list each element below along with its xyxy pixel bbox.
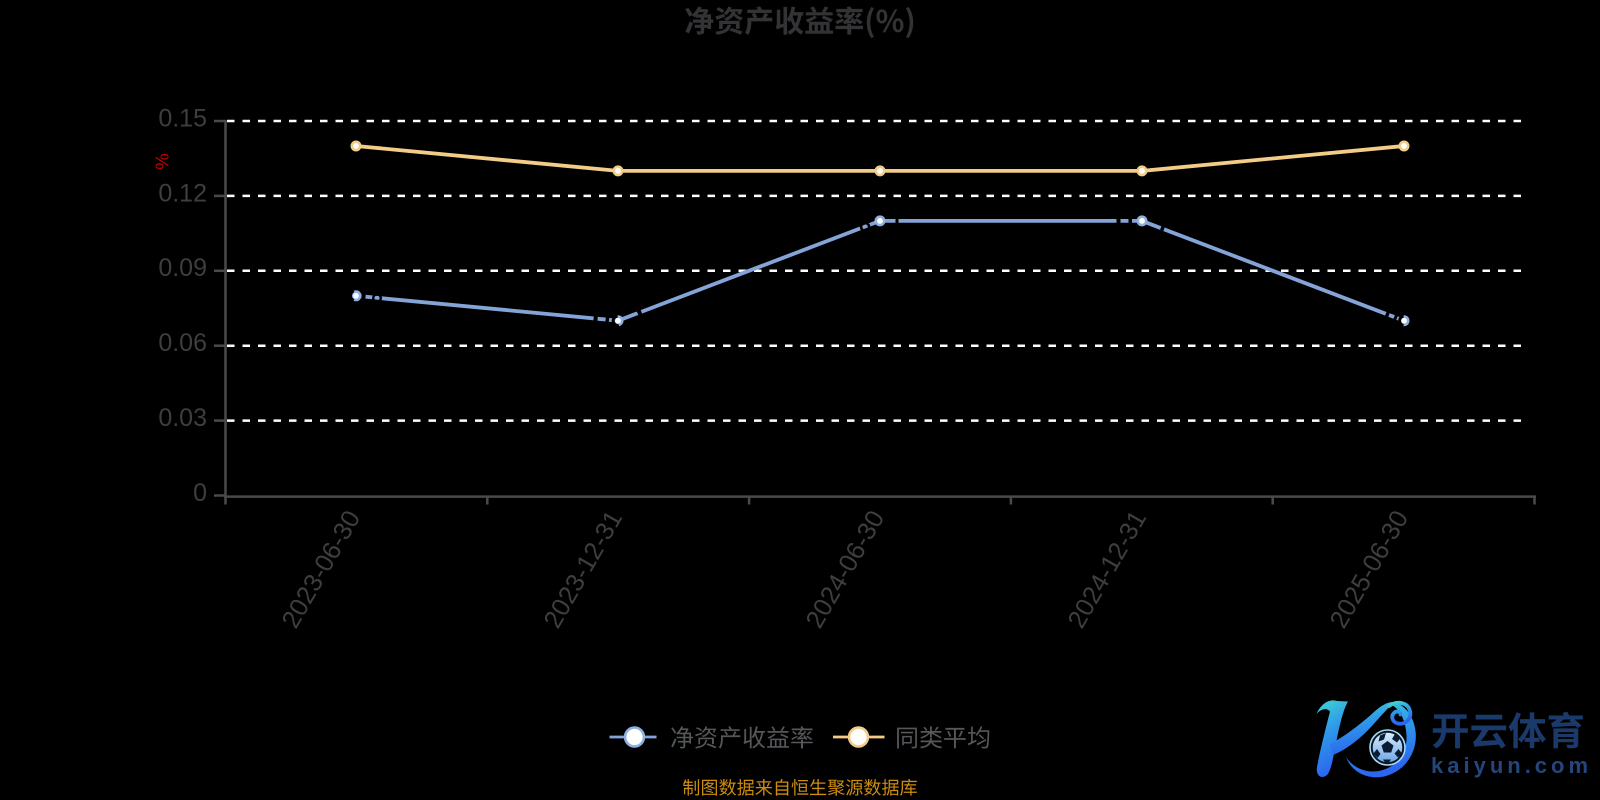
svg-text:0.03: 0.03 (158, 404, 207, 432)
svg-text:0.06: 0.06 (158, 329, 207, 357)
svg-text:%: % (152, 153, 173, 169)
svg-text:kaiyun.com: kaiyun.com (1431, 753, 1592, 778)
svg-text:0.09: 0.09 (158, 254, 207, 282)
svg-text:0.12: 0.12 (158, 179, 207, 207)
svg-text:0: 0 (193, 479, 207, 507)
svg-text:0.15: 0.15 (158, 104, 207, 132)
